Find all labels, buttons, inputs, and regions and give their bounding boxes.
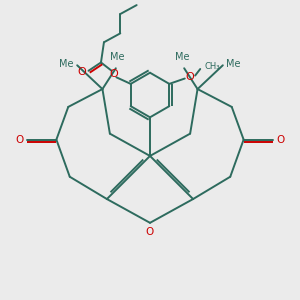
Text: O: O (277, 135, 285, 145)
Text: Me: Me (176, 52, 190, 62)
Text: O: O (15, 135, 23, 145)
Text: Me: Me (110, 52, 124, 62)
Text: CH₃: CH₃ (205, 61, 220, 70)
Text: O: O (110, 69, 118, 79)
Text: O: O (146, 227, 154, 237)
Text: O: O (78, 67, 86, 77)
Text: Me: Me (59, 59, 74, 69)
Text: O: O (186, 72, 194, 82)
Text: Me: Me (226, 59, 241, 69)
